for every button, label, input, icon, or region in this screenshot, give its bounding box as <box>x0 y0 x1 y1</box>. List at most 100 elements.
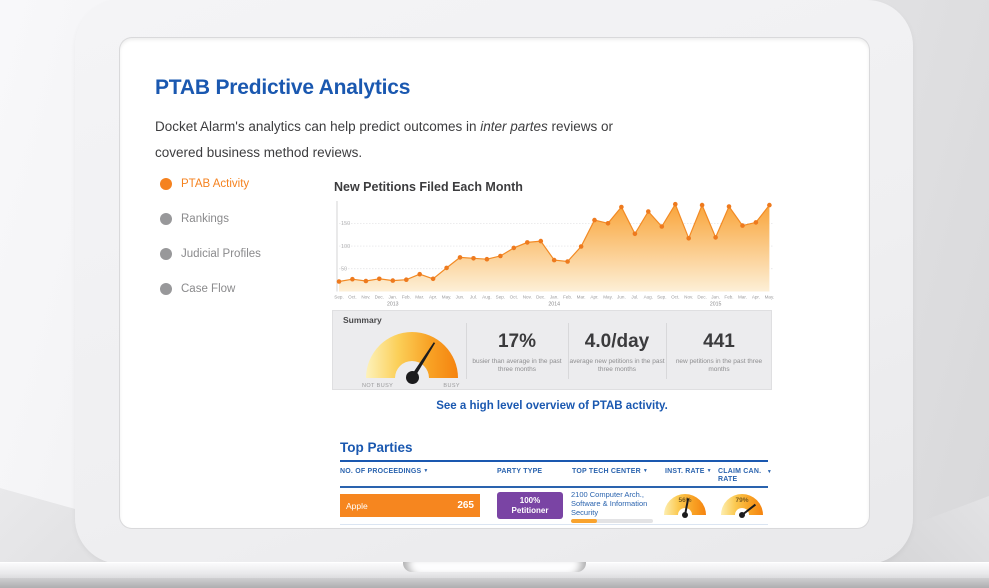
svg-text:Oct.: Oct. <box>348 295 356 300</box>
sidebar-item-ptab-activity[interactable]: PTAB Activity <box>160 176 249 192</box>
sidebar-item-label: Rankings <box>181 213 229 225</box>
svg-text:Nov.: Nov. <box>523 295 532 300</box>
column-header-inst-rate[interactable]: INST. RATE ▼ <box>665 468 712 475</box>
svg-text:2015: 2015 <box>710 302 722 308</box>
table-row-separator <box>340 524 768 525</box>
svg-text:Jan.: Jan. <box>550 295 559 300</box>
stat-value: 4.0/day <box>584 331 650 352</box>
svg-text:Jul.: Jul. <box>470 295 477 300</box>
svg-text:Apr.: Apr. <box>590 295 598 300</box>
gauge-arc: 79% <box>721 494 763 515</box>
svg-text:Nov.: Nov. <box>684 295 693 300</box>
table-row-proceedings-bar[interactable]: Apple 265 <box>340 494 480 517</box>
svg-text:Apr.: Apr. <box>752 295 760 300</box>
chart-title: New Petitions Filed Each Month <box>334 180 523 194</box>
top-parties-rule <box>340 460 768 462</box>
divider <box>466 323 467 379</box>
tech-center-link[interactable]: 2100 Computer Arch., Software & Informat… <box>571 490 648 517</box>
svg-text:Sep.: Sep. <box>496 295 505 300</box>
svg-text:Jan.: Jan. <box>388 295 397 300</box>
sidebar-item-label: Judicial Profiles <box>181 248 261 260</box>
sort-arrow-icon: ▼ <box>642 468 649 474</box>
petitions-per-month-chart: 150 100 50 Sep. Oct. Nov. Dec. Jan. Feb. Mar. Apr.… <box>334 201 775 308</box>
laptop-base-edge <box>0 578 989 588</box>
svg-text:150: 150 <box>341 221 350 227</box>
column-header-claim-can-rate[interactable]: CLAIM CAN. RATE ▼ <box>718 468 772 483</box>
svg-text:2013: 2013 <box>387 302 399 308</box>
svg-text:Dec.: Dec. <box>536 295 545 300</box>
bullet-dot-icon <box>160 283 172 295</box>
party-name: Apple <box>346 500 368 511</box>
svg-text:Dec.: Dec. <box>697 295 706 300</box>
party-type-badge: 100% Petitioner <box>497 492 563 519</box>
svg-text:Jul.: Jul. <box>631 295 638 300</box>
svg-text:50: 50 <box>341 267 347 273</box>
bullet-dot-icon <box>160 248 172 260</box>
svg-text:Jan.: Jan. <box>711 295 720 300</box>
ptab-overview-link[interactable]: See a high level overview of PTAB activi… <box>436 400 668 412</box>
sidebar-item-rankings[interactable]: Rankings <box>160 211 229 227</box>
claim-can-rate-gauge: 79% <box>721 494 763 518</box>
stat-per-day: 4.0/day average new petitions in the pas… <box>568 331 666 374</box>
column-header-tech-center[interactable]: TOP TECH CENTER ▼ <box>572 468 649 475</box>
gauge-pivot-icon <box>739 512 745 518</box>
sort-arrow-icon: ▼ <box>766 469 772 475</box>
summary-label: Summary <box>343 315 382 325</box>
gauge-min-label: NOT BUSY <box>362 383 394 389</box>
svg-text:Feb.: Feb. <box>563 295 572 300</box>
svg-text:Nov.: Nov. <box>361 295 370 300</box>
column-header-proceedings[interactable]: NO. OF PROCEEDINGS ▼ <box>340 468 429 475</box>
svg-text:Mar.: Mar. <box>738 295 747 300</box>
tech-center-progress <box>571 519 653 523</box>
gauge-pivot-icon <box>405 371 419 384</box>
top-parties-title: Top Parties <box>340 440 413 455</box>
busy-gauge: NOT BUSY BUSY <box>362 332 460 389</box>
summary-panel: Summary NOT BUSY BUSY 17% busier than av… <box>332 310 772 390</box>
svg-text:Aug.: Aug. <box>644 295 653 300</box>
sidebar-item-judicial-profiles[interactable]: Judicial Profiles <box>160 246 261 262</box>
stat-caption: new petitions in the past three months <box>675 358 763 373</box>
party-type-pct: 100% <box>519 495 541 505</box>
sort-arrow-icon: ▼ <box>706 468 712 474</box>
svg-text:Sep.: Sep. <box>334 295 343 300</box>
laptop-screen: PTAB Predictive Analytics Docket Alarm's… <box>120 38 869 528</box>
svg-text:Aug.: Aug. <box>482 295 491 300</box>
bullet-dot-icon <box>160 213 172 225</box>
svg-text:Mar.: Mar. <box>415 295 424 300</box>
table-header-rule <box>340 486 768 488</box>
svg-text:May.: May. <box>442 295 452 300</box>
svg-text:Feb.: Feb. <box>402 295 411 300</box>
divider <box>666 323 667 379</box>
gauge-max-label: BUSY <box>443 383 460 389</box>
svg-text:100: 100 <box>341 244 350 250</box>
bullet-dot-icon <box>160 178 172 190</box>
stat-value: 441 <box>703 331 735 352</box>
inst-rate-gauge: 56% <box>664 494 706 518</box>
claim-can-rate-value: 79% <box>735 497 749 504</box>
svg-text:Sep.: Sep. <box>657 295 666 300</box>
sidebar-item-case-flow[interactable]: Case Flow <box>160 281 235 297</box>
svg-text:Jun.: Jun. <box>617 295 626 300</box>
svg-text:2014: 2014 <box>548 302 560 308</box>
svg-text:Feb.: Feb. <box>724 295 733 300</box>
stat-caption: average new petitions in the past three … <box>569 358 665 373</box>
svg-text:May.: May. <box>765 295 775 300</box>
sidebar-item-label: PTAB Activity <box>181 178 250 190</box>
svg-text:Oct.: Oct. <box>671 295 679 300</box>
page-title: PTAB Predictive Analytics <box>155 76 411 100</box>
svg-text:Apr.: Apr. <box>429 295 437 300</box>
proceedings-count: 265 <box>457 500 474 511</box>
column-header-party-type: PARTY TYPE <box>497 468 543 475</box>
sort-arrow-icon: ▼ <box>423 468 429 474</box>
laptop-notch <box>403 562 586 572</box>
stat-new-petitions: 441 new petitions in the past three mont… <box>666 331 772 374</box>
svg-text:Oct.: Oct. <box>510 295 518 300</box>
svg-text:Mar.: Mar. <box>577 295 586 300</box>
stat-value: 17% <box>497 331 537 352</box>
gauge-pivot-icon <box>682 512 688 518</box>
inst-rate-value: 56% <box>678 497 692 504</box>
svg-text:Jun.: Jun. <box>456 295 465 300</box>
svg-text:May.: May. <box>603 295 613 300</box>
stat-caption: busier than average in the past three mo… <box>472 358 562 373</box>
stat-busier-pct: 17% busier than average in the past thre… <box>466 331 568 374</box>
